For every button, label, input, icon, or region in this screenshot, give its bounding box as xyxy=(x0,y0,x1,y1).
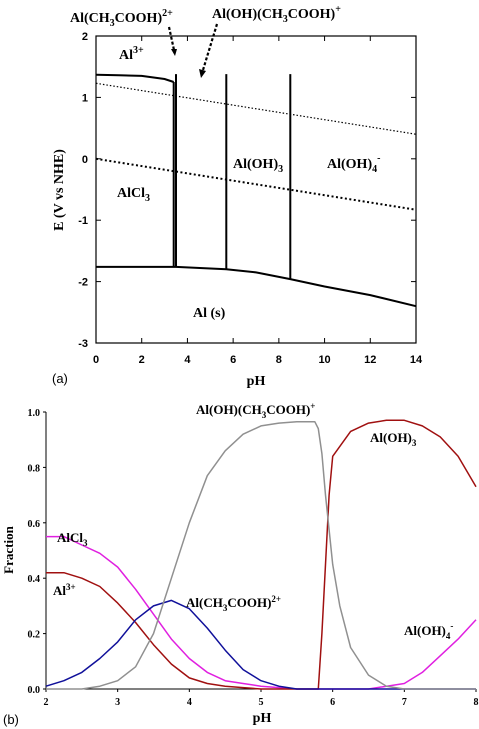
panel-b-y-tick-label: 1.0 xyxy=(28,408,41,419)
panel-b-label-aloh4: Al(OH)4- xyxy=(404,621,453,641)
panel-b-series-line-4 xyxy=(46,420,476,690)
panel-b-y-ticks: 1.0 0.8 0.6 0.4 0.2 0.0 xyxy=(28,408,46,696)
panel-a-y-tick-label: 2 xyxy=(82,31,88,43)
panel-a-x-ticks: 0 2 4 6 8 10 12 14 xyxy=(93,36,423,366)
panel-b-x-tick-label: 5 xyxy=(259,697,264,708)
panel-b-y-tick-label: 0.4 xyxy=(28,574,41,585)
panel-a-x-tick-label: 6 xyxy=(230,354,236,366)
panel-b-x-ticks: 2 3 4 5 6 7 8 xyxy=(44,689,479,708)
panel-b-y-axis-label: Fraction xyxy=(1,525,16,573)
panel-a-y-ticks: 2 1 0 -1 -2 -3 xyxy=(78,31,416,350)
panel-b-y-tick-label: 0.8 xyxy=(28,463,41,474)
panel-a-label-al-solid: Al (s) xyxy=(193,306,226,321)
panel-a-x-tick-label: 14 xyxy=(410,354,423,366)
panel-b-x-tick-label: 3 xyxy=(115,697,120,708)
panel-b-label-al-hydroxy-acetate: Al(OH)(CH3COOH)+ xyxy=(196,401,315,420)
panel-a-y-tick-label: -2 xyxy=(78,277,88,289)
panel-b-x-tick-label: 2 xyxy=(44,697,49,708)
panel-b-x-tick-label: 6 xyxy=(330,697,335,708)
panel-b-speciation-chart: 1.0 0.8 0.6 0.4 0.2 0.0 2 3 4 5 6 7 8 AlCl3 Al3+ Al… xyxy=(1,401,479,727)
panel-a-arrowhead-al-acetate xyxy=(171,49,177,56)
panel-a-label-alcl3: AlCl3 xyxy=(117,186,150,204)
panel-b-series-line-1 xyxy=(46,535,477,690)
panel-a-boundary-upper xyxy=(95,73,175,83)
panel-b-series-lines xyxy=(45,419,477,690)
panel-a-x-tick-label: 2 xyxy=(139,354,145,366)
panel-a-phase-boundaries xyxy=(95,73,417,308)
panel-b-series-line-3 xyxy=(45,599,476,690)
panel-b-y-tick-label: 0.2 xyxy=(28,630,41,641)
panel-b-panel-label: (b) xyxy=(3,712,19,727)
panel-a-y-tick-label: -3 xyxy=(78,338,88,350)
panel-a-x-tick-label: 10 xyxy=(318,354,330,366)
panel-b-x-tick-label: 7 xyxy=(402,697,407,708)
panel-a-boundary-lower xyxy=(96,265,417,308)
panel-a-dotted-line-1 xyxy=(95,82,417,135)
panel-a-y-axis-label: E (V vs NHE) xyxy=(52,149,67,231)
panel-a-water-stability-lines xyxy=(95,82,417,211)
panel-a-x-tick-label: 0 xyxy=(93,354,99,366)
panel-a-arrow-al-acetate xyxy=(167,26,176,51)
panel-a-x-axis-label: pH xyxy=(247,374,266,389)
panel-a-y-tick-label: 0 xyxy=(82,154,88,166)
panel-a-pourbaix-diagram: 210-1-2-3 0 2 4 6 8 10 12 14 Al3+ AlCl3 Al(OH)3… xyxy=(52,4,423,389)
panel-a-label-al3: Al3+ xyxy=(119,45,144,63)
panel-b-label-aloh3: Al(OH)3 xyxy=(370,430,417,448)
panel-a-frame xyxy=(95,35,417,344)
panel-a-y-tick-label: -1 xyxy=(78,215,88,227)
panel-a-annotation-al-hydroxy-acetate: Al(OH)(CH3COOH)+ xyxy=(212,4,341,25)
panel-b-label-alcl3: AlCl3 xyxy=(57,530,88,548)
panel-a-x-tick-label: 8 xyxy=(276,354,282,366)
panel-a-panel-label: (a) xyxy=(52,371,68,386)
panel-b-label-al-acetate: Al(CH3COOH)2+ xyxy=(186,594,281,613)
panel-b-x-tick-label: 4 xyxy=(187,697,192,708)
panel-b-label-al3: Al3+ xyxy=(53,582,76,598)
panel-a-arrow-al-hydroxy-acetate xyxy=(201,23,219,71)
panel-b-y-tick-label: 0.0 xyxy=(28,685,41,696)
panel-a-x-tick-label: 12 xyxy=(364,354,376,366)
panel-a-dotted-line-2 xyxy=(95,157,417,211)
panel-a-y-tick-label: 1 xyxy=(82,92,88,104)
panel-a-label-aloh3: Al(OH)3 xyxy=(233,157,283,175)
panel-a-annotation-al-acetate: Al(CH3COOH)2+ xyxy=(70,8,173,29)
panel-a-label-aloh4: Al(OH)4- xyxy=(327,153,380,175)
panel-b-x-tick-label: 8 xyxy=(474,697,479,708)
panel-a-x-tick-label: 4 xyxy=(184,354,191,366)
panel-b-y-tick-label: 0.6 xyxy=(28,519,41,530)
panel-a-arrowhead-al-hydroxy-acetate xyxy=(199,69,206,78)
panel-b-x-axis-label: pH xyxy=(253,711,272,726)
